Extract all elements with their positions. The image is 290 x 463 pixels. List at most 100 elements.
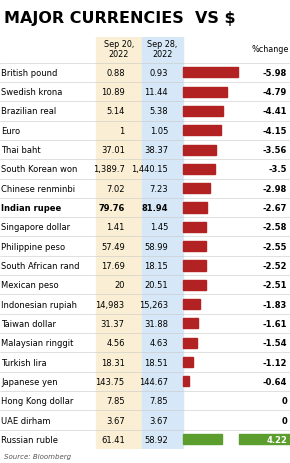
Bar (96, 38, 142, 63)
Text: 4.63: 4.63 (150, 338, 168, 348)
Text: 15,263: 15,263 (139, 300, 168, 309)
Text: 58.99: 58.99 (144, 242, 168, 251)
Text: 37.01: 37.01 (101, 146, 125, 155)
Text: 1.05: 1.05 (150, 126, 168, 135)
Text: 31.37: 31.37 (101, 319, 125, 328)
Bar (183, 126, 221, 136)
Bar (183, 376, 188, 387)
Text: 143.75: 143.75 (96, 377, 125, 386)
Text: -4.41: -4.41 (263, 107, 287, 116)
Text: 1.45: 1.45 (150, 223, 168, 232)
Bar (183, 222, 206, 232)
Text: 38.37: 38.37 (144, 146, 168, 155)
Bar (183, 106, 223, 117)
Bar (183, 145, 215, 155)
Text: 20.51: 20.51 (145, 281, 168, 290)
Bar (142, 353, 183, 372)
Bar (142, 38, 183, 63)
Bar (142, 314, 183, 333)
Bar (142, 199, 183, 218)
Text: -4.79: -4.79 (263, 88, 287, 97)
Text: 79.76: 79.76 (98, 204, 125, 213)
Bar (183, 357, 193, 367)
Text: Hong Kong dollar: Hong Kong dollar (1, 396, 74, 406)
Bar (96, 102, 142, 121)
Text: Indian rupee: Indian rupee (1, 204, 62, 213)
Bar (142, 121, 183, 141)
Text: 1.41: 1.41 (106, 223, 125, 232)
Text: -1.61: -1.61 (263, 319, 287, 328)
Text: -3.5: -3.5 (269, 165, 287, 174)
Text: Indonesian rupiah: Indonesian rupiah (1, 300, 77, 309)
Bar (96, 199, 142, 218)
Text: Euro: Euro (1, 126, 21, 135)
Text: 7.85: 7.85 (150, 396, 168, 406)
Bar (96, 83, 142, 102)
Text: Source: Bloomberg: Source: Bloomberg (4, 453, 71, 459)
Bar (183, 203, 207, 213)
Bar (96, 63, 142, 83)
Bar (96, 391, 142, 411)
Bar (96, 141, 142, 160)
Text: -2.58: -2.58 (263, 223, 287, 232)
Text: 0.88: 0.88 (106, 69, 125, 78)
Text: 144.67: 144.67 (139, 377, 168, 386)
Bar (183, 242, 206, 252)
Bar (96, 218, 142, 237)
Text: 18.15: 18.15 (144, 262, 168, 270)
Bar (142, 256, 183, 275)
Text: -1.83: -1.83 (263, 300, 287, 309)
Bar (183, 319, 197, 329)
Text: MAJOR CURRENCIES  VS $: MAJOR CURRENCIES VS $ (4, 11, 236, 26)
Text: 0: 0 (281, 416, 287, 425)
Text: Brazilian real: Brazilian real (1, 107, 57, 116)
Bar (183, 184, 210, 194)
Bar (96, 295, 142, 314)
Text: 14,983: 14,983 (96, 300, 125, 309)
Text: Philippine peso: Philippine peso (1, 242, 66, 251)
Text: -1.12: -1.12 (263, 358, 287, 367)
Bar (183, 338, 197, 348)
Text: 5.38: 5.38 (150, 107, 168, 116)
Text: Thai baht: Thai baht (1, 146, 41, 155)
Text: Russian ruble: Russian ruble (1, 435, 59, 444)
Text: 81.94: 81.94 (142, 204, 168, 213)
Text: 61.41: 61.41 (101, 435, 125, 444)
Text: 4.22: 4.22 (266, 435, 287, 444)
Text: 0: 0 (281, 396, 287, 406)
Text: 1: 1 (119, 126, 125, 135)
Text: 5.14: 5.14 (106, 107, 125, 116)
Text: Taiwan dollar: Taiwan dollar (1, 319, 57, 328)
Text: Malaysian ringgit: Malaysian ringgit (1, 338, 74, 348)
Text: South African rand: South African rand (1, 262, 80, 270)
Text: 1,389.7: 1,389.7 (93, 165, 125, 174)
Bar (142, 237, 183, 257)
Text: 17.69: 17.69 (101, 262, 125, 270)
Text: Sep 20,
2022: Sep 20, 2022 (104, 40, 134, 59)
Text: Japanese yen: Japanese yen (1, 377, 58, 386)
Text: Chinese renminbi: Chinese renminbi (1, 184, 76, 193)
Text: Singapore dollar: Singapore dollar (1, 223, 70, 232)
Bar (96, 121, 142, 141)
Bar (96, 411, 142, 430)
Text: -2.51: -2.51 (263, 281, 287, 290)
Bar (142, 372, 183, 391)
Bar (142, 179, 183, 199)
Bar (142, 218, 183, 237)
Text: 7.02: 7.02 (106, 184, 125, 193)
Bar (96, 430, 142, 449)
Text: 10.89: 10.89 (101, 88, 125, 97)
Text: 3.67: 3.67 (106, 416, 125, 425)
Text: Swedish krona: Swedish krona (1, 88, 63, 97)
Text: %change: %change (251, 45, 289, 54)
Text: 18.31: 18.31 (101, 358, 125, 367)
Text: -4.15: -4.15 (263, 126, 287, 135)
Text: UAE dirham: UAE dirham (1, 416, 51, 425)
Text: -2.55: -2.55 (263, 242, 287, 251)
Bar (142, 295, 183, 314)
Text: -5.98: -5.98 (263, 69, 287, 78)
Bar (183, 88, 227, 97)
Bar (96, 372, 142, 391)
Text: 7.85: 7.85 (106, 396, 125, 406)
Text: 4.56: 4.56 (106, 338, 125, 348)
